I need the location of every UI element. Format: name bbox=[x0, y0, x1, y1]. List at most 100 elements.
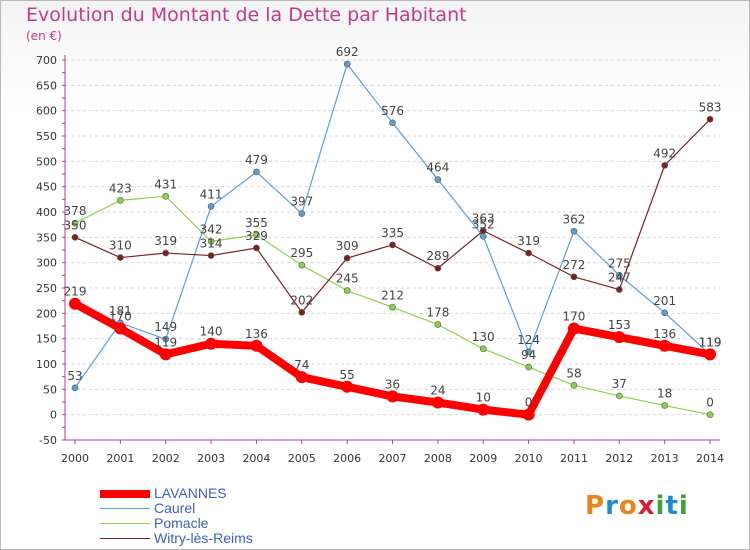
y-tick-label: 650 bbox=[36, 79, 57, 92]
data-point-pomacle bbox=[71, 219, 79, 227]
data-label-lavannes: 74 bbox=[294, 358, 309, 372]
data-label-caurel: 119 bbox=[699, 335, 722, 349]
data-point-caurel bbox=[479, 233, 487, 240]
data-label-witry-l-s-reims: 583 bbox=[699, 100, 722, 114]
data-label-caurel: 201 bbox=[653, 294, 676, 308]
y-tick-label: 200 bbox=[36, 307, 57, 320]
data-label-pomacle: 58 bbox=[566, 366, 581, 380]
data-label-witry-l-s-reims: 319 bbox=[154, 234, 177, 248]
data-label-caurel: 362 bbox=[563, 212, 586, 226]
data-point-caurel bbox=[207, 203, 215, 210]
data-point-pomacle bbox=[661, 402, 668, 409]
data-label-lavannes: 36 bbox=[385, 377, 400, 391]
data-label-witry-l-s-reims: 335 bbox=[381, 226, 404, 240]
data-label-lavannes: 119 bbox=[699, 335, 722, 349]
data-label-witry-l-s-reims: 309 bbox=[336, 239, 359, 253]
x-tick-label: 2013 bbox=[651, 452, 679, 465]
logo-letter: i bbox=[655, 491, 666, 521]
data-label-pomacle: 245 bbox=[336, 272, 359, 286]
x-tick-label: 2009 bbox=[469, 452, 497, 465]
data-label-caurel: 181 bbox=[109, 304, 132, 318]
x-tick-label: 2011 bbox=[560, 452, 588, 465]
data-label-witry-l-s-reims: 202 bbox=[290, 293, 313, 307]
data-point-pomacle bbox=[570, 381, 578, 389]
data-point-lavannes bbox=[159, 348, 172, 361]
data-label-lavannes: 170 bbox=[109, 310, 132, 324]
data-label-witry-l-s-reims: 329 bbox=[245, 229, 268, 243]
logo-letter: o bbox=[618, 491, 638, 521]
y-tick-label: 50 bbox=[43, 383, 57, 396]
x-tick-label: 2012 bbox=[605, 452, 633, 465]
data-point-pomacle bbox=[162, 192, 170, 200]
legend-label: Caurel bbox=[154, 500, 196, 516]
data-label-pomacle: 0 bbox=[706, 396, 714, 410]
y-tick-label: 0 bbox=[50, 409, 57, 422]
data-label-pomacle: 431 bbox=[154, 177, 177, 191]
y-tick-label: 550 bbox=[36, 130, 57, 143]
data-label-lavannes: 24 bbox=[430, 384, 445, 398]
data-label-caurel: 464 bbox=[426, 161, 449, 175]
data-label-lavannes: 119 bbox=[154, 335, 177, 349]
logo-letter: i bbox=[678, 491, 689, 521]
data-point-caurel bbox=[343, 60, 351, 68]
data-label-caurel: 576 bbox=[381, 104, 404, 118]
data-point-witry-l-s-reims bbox=[162, 249, 170, 257]
data-point-pomacle bbox=[207, 238, 215, 245]
y-tick-label: 350 bbox=[36, 231, 57, 244]
legend-swatch bbox=[100, 508, 150, 509]
data-label-witry-l-s-reims: 289 bbox=[426, 249, 449, 263]
y-tick-label: 400 bbox=[36, 206, 57, 219]
data-point-pomacle bbox=[298, 261, 306, 269]
data-label-pomacle: 212 bbox=[381, 288, 404, 302]
data-point-lavannes bbox=[704, 348, 717, 361]
data-point-pomacle bbox=[343, 287, 351, 294]
x-tick-label: 2006 bbox=[333, 452, 361, 465]
data-point-lavannes bbox=[205, 337, 218, 350]
data-label-pomacle: 295 bbox=[290, 246, 313, 260]
data-point-lavannes bbox=[477, 403, 490, 416]
logo-letter: t bbox=[665, 491, 679, 521]
data-point-caurel bbox=[162, 335, 170, 343]
data-label-pomacle: 130 bbox=[472, 330, 495, 344]
data-label-pomacle: 94 bbox=[521, 348, 536, 362]
data-label-lavannes: 0 bbox=[525, 396, 533, 410]
data-point-witry-l-s-reims bbox=[389, 241, 396, 249]
y-tick-label: 450 bbox=[36, 181, 57, 194]
data-label-caurel: 53 bbox=[67, 369, 82, 383]
data-label-lavannes: 153 bbox=[608, 318, 631, 332]
data-label-caurel: 692 bbox=[336, 45, 359, 59]
data-point-lavannes bbox=[386, 390, 399, 403]
data-point-caurel bbox=[389, 119, 396, 127]
data-point-pomacle bbox=[479, 345, 487, 353]
data-point-pomacle bbox=[253, 231, 260, 239]
data-point-witry-l-s-reims bbox=[117, 254, 124, 261]
y-tick-label: 300 bbox=[36, 257, 57, 270]
data-point-witry-l-s-reims bbox=[434, 264, 442, 272]
data-point-caurel bbox=[525, 348, 532, 356]
data-point-pomacle bbox=[434, 321, 442, 328]
y-tick-label: 700 bbox=[36, 54, 57, 67]
data-label-caurel: 124 bbox=[517, 333, 540, 347]
data-point-witry-l-s-reims bbox=[706, 115, 714, 123]
y-tick-label: -50 bbox=[39, 434, 57, 447]
x-tick-label: 2014 bbox=[696, 452, 724, 465]
legend-label: LAVANNES bbox=[154, 485, 227, 501]
data-point-pomacle bbox=[389, 303, 396, 311]
data-label-witry-l-s-reims: 492 bbox=[653, 146, 676, 160]
data-point-pomacle bbox=[525, 363, 532, 371]
x-tick-label: 2002 bbox=[152, 452, 180, 465]
data-label-caurel: 479 bbox=[245, 153, 268, 167]
x-tick-label: 2001 bbox=[106, 452, 134, 465]
x-tick-label: 2008 bbox=[424, 452, 452, 465]
legend-swatch bbox=[100, 490, 150, 498]
logo-letter: P bbox=[585, 491, 606, 521]
data-label-witry-l-s-reims: 247 bbox=[608, 271, 631, 285]
data-point-witry-l-s-reims bbox=[616, 286, 623, 293]
data-point-witry-l-s-reims bbox=[343, 254, 351, 262]
legend-swatch bbox=[100, 523, 150, 524]
data-point-witry-l-s-reims bbox=[570, 273, 578, 281]
data-point-witry-l-s-reims bbox=[298, 309, 306, 316]
data-point-caurel bbox=[253, 168, 260, 176]
data-label-caurel: 411 bbox=[200, 187, 223, 201]
